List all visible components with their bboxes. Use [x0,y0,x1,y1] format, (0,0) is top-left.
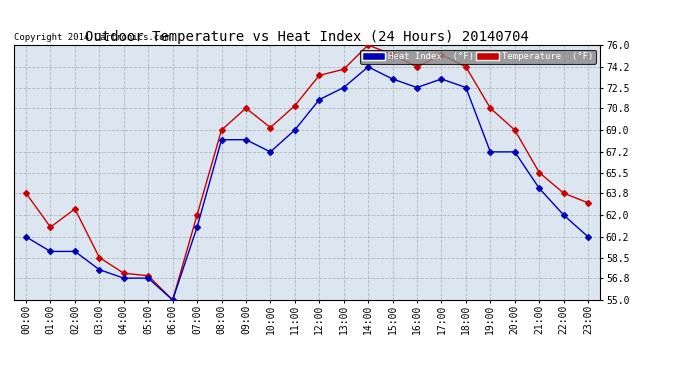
Title: Outdoor Temperature vs Heat Index (24 Hours) 20140704: Outdoor Temperature vs Heat Index (24 Ho… [85,30,529,44]
Text: Copyright 2014 Cartronics.com: Copyright 2014 Cartronics.com [14,33,170,42]
Legend: Heat Index  (°F), Temperature  (°F): Heat Index (°F), Temperature (°F) [359,50,595,64]
